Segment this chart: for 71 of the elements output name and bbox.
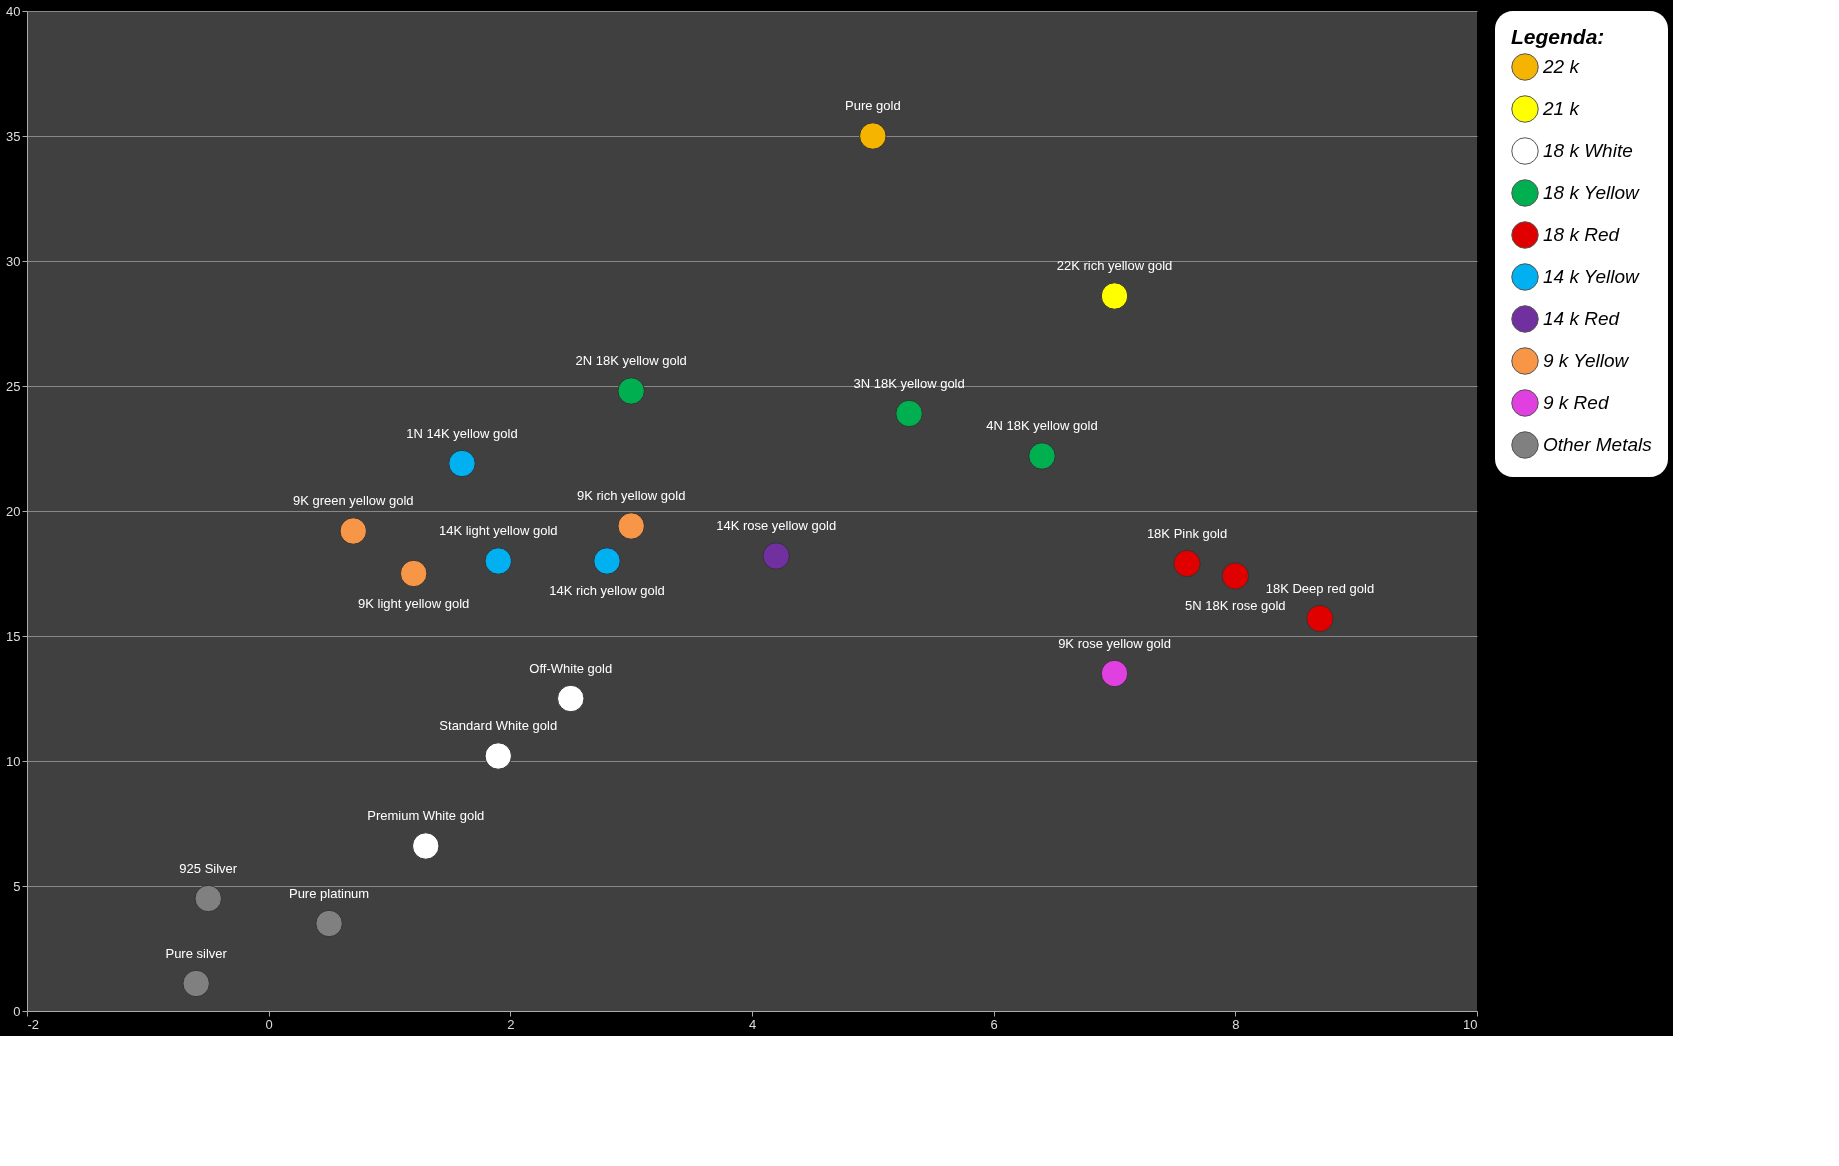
x-tick-label: 6 <box>990 1016 998 1032</box>
y-tick-label: 30 <box>6 253 21 269</box>
x-tick-label: 10 <box>1463 1016 1478 1032</box>
y-tick-label: 35 <box>6 128 21 144</box>
annotation: 2N 18K yellow gold <box>575 353 687 368</box>
point <box>339 517 367 545</box>
legend-title: Legenda: <box>1511 25 1605 48</box>
point <box>182 969 210 998</box>
point <box>399 559 428 588</box>
point <box>1100 659 1129 688</box>
point <box>484 547 512 575</box>
annotation: 9K rose yellow gold <box>1058 635 1171 651</box>
annotation: 9K green yellow gold <box>292 493 414 508</box>
annotation: 9K rich yellow gold <box>576 488 686 503</box>
legend-label: 22 k <box>1542 56 1581 77</box>
point <box>762 542 790 570</box>
x-tick-label: 8 <box>1232 1016 1240 1032</box>
annotation: 5N 18K rose gold <box>1185 598 1286 613</box>
point <box>1306 604 1334 633</box>
point <box>617 377 645 405</box>
point <box>1221 562 1250 590</box>
annotation: Premium White gold <box>367 808 485 823</box>
x-tick-label: 2 <box>507 1016 515 1032</box>
annotation: 1N 14K yellow gold <box>406 425 518 441</box>
point <box>448 449 476 478</box>
annotation: 925 Silver <box>179 860 238 876</box>
annotation: 9K light yellow gold <box>358 595 470 611</box>
point <box>1028 442 1056 470</box>
point <box>1173 549 1201 578</box>
x-tick-label: 0 <box>265 1016 273 1032</box>
point <box>1100 282 1129 310</box>
annotation: 14K light yellow gold <box>438 523 558 538</box>
x-tick-label: -2 <box>27 1016 40 1032</box>
legend-label: 18 k Yellow <box>1543 182 1641 203</box>
annotation: Pure silver <box>165 945 228 961</box>
annotation: Pure platinum <box>288 885 370 901</box>
legend-label: 18 k White <box>1543 140 1633 161</box>
annotation: Off-White gold <box>529 660 613 676</box>
legend-label: 21 k <box>1542 98 1581 119</box>
point <box>895 399 923 428</box>
y-tick-label: 15 <box>6 628 21 644</box>
y-tick-label: 25 <box>6 378 21 394</box>
annotation: 14K rich yellow gold <box>549 583 665 598</box>
point <box>315 909 343 938</box>
legend-label: 14 k Red <box>1543 308 1621 329</box>
annotation: 18K Deep red gold <box>1265 580 1375 596</box>
legend-label: 18 k Red <box>1543 224 1621 245</box>
annotation: 4N 18K yellow gold <box>986 418 1098 433</box>
y-tick-label: 5 <box>13 878 21 894</box>
annotation: 18K Pink gold <box>1146 525 1228 541</box>
legend-label: Other Metals <box>1543 434 1653 455</box>
y-tick-label: 0 <box>13 1003 21 1019</box>
point <box>593 547 621 575</box>
point <box>484 742 512 770</box>
legend-label: 14 k Yellow <box>1543 266 1641 287</box>
legend-label: 9 k Red <box>1543 392 1610 413</box>
annotation: 14K rose yellow gold <box>716 518 837 533</box>
x-tick-label: 4 <box>748 1016 757 1032</box>
legend-label: 9 k Yellow <box>1543 350 1630 371</box>
y-tick-label: 20 <box>6 503 21 519</box>
y-tick-label: 40 <box>6 3 21 19</box>
point <box>557 684 585 713</box>
point <box>194 884 222 913</box>
y-tick-label: 10 <box>6 753 21 769</box>
point <box>617 512 645 540</box>
annotation: 3N 18K yellow gold <box>853 375 965 391</box>
point <box>859 122 887 150</box>
annotation: Pure gold <box>845 98 901 113</box>
annotation: 22K rich yellow gold <box>1056 258 1173 273</box>
point <box>412 832 440 860</box>
annotation: Standard White gold <box>439 718 558 733</box>
